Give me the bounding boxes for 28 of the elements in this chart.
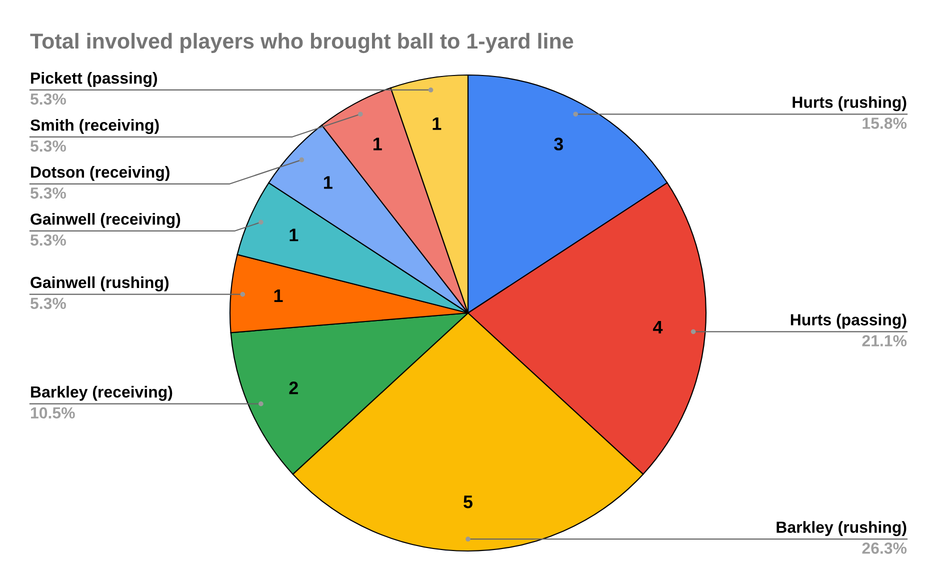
data-label: 3 (554, 138, 563, 150)
slice-label: Gainwell (rushing) (30, 276, 169, 292)
text: 5.3% (30, 234, 66, 246)
data-label: 2 (289, 382, 298, 394)
slice-label: Smith (receiving) (30, 119, 159, 134)
text: 26.3% (862, 542, 907, 554)
data-label: 4 (653, 320, 663, 334)
data-label: 1 (290, 228, 298, 242)
slice-label: Hurts (rushing) (792, 96, 906, 112)
data-label: 1 (373, 138, 382, 150)
text: 10.5% (31, 407, 75, 419)
slice-label: Hurts (passing) (790, 314, 906, 329)
slice-label: Barkley (receiving) (31, 386, 172, 401)
slice-label: Barkley (rushing) (776, 521, 906, 536)
slice-label: Dotson (receiving) (31, 166, 170, 181)
text: 5.3% (30, 140, 66, 152)
chart-title: Total involved players who brought ball to 1-yard line (30, 32, 574, 54)
data-label: 1 (274, 290, 283, 302)
slice-label: Pickett (passing) (31, 72, 158, 87)
text: 5.3% (30, 93, 66, 105)
text: 5.3% (30, 298, 66, 310)
data-label: 1 (432, 117, 442, 130)
text: 15.8% (862, 118, 907, 129)
data-label: 5 (464, 496, 473, 508)
data-label: 1 (324, 176, 332, 189)
text: 5.3% (30, 187, 66, 199)
text: 21.1% (862, 335, 907, 346)
slice-label: Gainwell (receiving) (30, 213, 180, 228)
